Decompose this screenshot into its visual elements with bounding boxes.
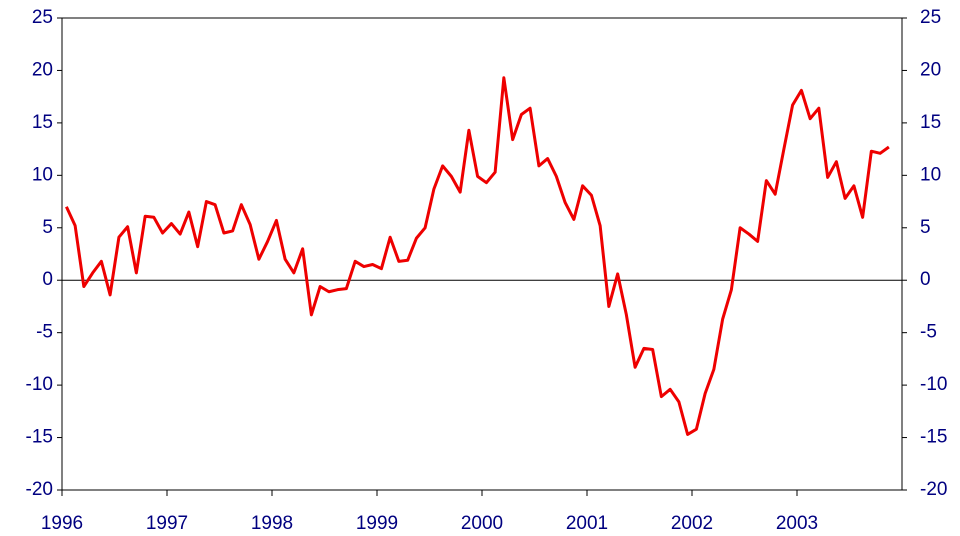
- x-tick-label: 1999: [356, 513, 398, 534]
- x-tick-label: 2003: [776, 513, 818, 534]
- x-tick-label: 2000: [461, 513, 503, 534]
- x-tick-label: 1998: [251, 513, 293, 534]
- y-tick-label: 15: [32, 112, 53, 133]
- y-tick-label: 20: [32, 59, 53, 80]
- y2-tick-label: 25: [920, 7, 941, 28]
- y2-tick-label: 10: [920, 164, 941, 185]
- y-tick-label: -5: [36, 322, 53, 343]
- x-tick-label: 2002: [671, 513, 713, 534]
- y2-tick-label: 5: [920, 217, 931, 238]
- x-tick-label: 2001: [566, 513, 608, 534]
- y2-tick-label: 15: [920, 112, 941, 133]
- data-line: [65, 76, 890, 436]
- x-tick-label: 1997: [146, 513, 188, 534]
- y2-tick-label: -15: [920, 427, 947, 448]
- y2-tick-label: -20: [920, 479, 947, 500]
- y-tick-label: 10: [32, 164, 53, 185]
- y2-tick-label: 20: [920, 59, 941, 80]
- y-tick-label: -10: [26, 374, 53, 395]
- y-tick-label: 25: [32, 7, 53, 28]
- y2-tick-label: -10: [920, 374, 947, 395]
- x-tick-label: 1996: [41, 513, 83, 534]
- y-tick-label: -20: [26, 479, 53, 500]
- plot-frame: [61, 17, 903, 491]
- y2-tick-label: 0: [920, 269, 931, 290]
- y-tick-label: 0: [42, 269, 53, 290]
- y-tick-label: -15: [26, 427, 53, 448]
- y2-tick-label: -5: [920, 322, 937, 343]
- y-tick-label: 5: [42, 217, 53, 238]
